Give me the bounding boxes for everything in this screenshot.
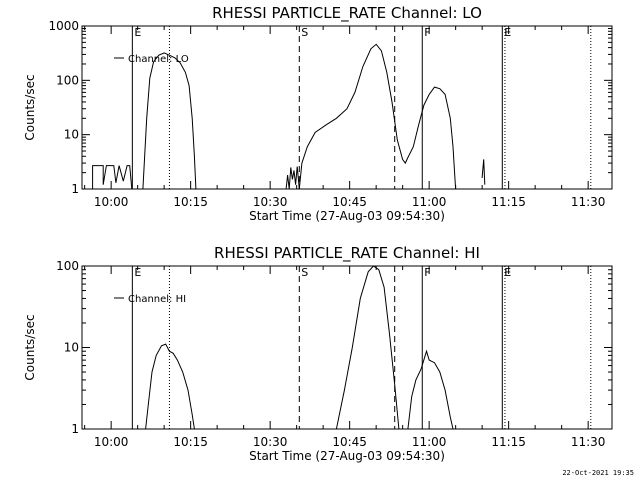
footer-timestamp: 22-Oct-2021 19:35 xyxy=(562,469,634,477)
y-tick-label: 1 xyxy=(71,422,79,436)
x-tick-label: 10:45 xyxy=(332,435,367,449)
series-line-segment-2 xyxy=(142,52,197,189)
x-tick-label: 11:15 xyxy=(491,435,526,449)
y-axis-label: Counts/sec xyxy=(23,314,37,380)
marker-label-s: S xyxy=(301,26,308,39)
chart-panel-1: RHESSI PARTICLE_RATE Channel: LO E S F E 10:0… xyxy=(23,4,613,223)
marker-label-e: E xyxy=(134,26,141,39)
chart-panel-2: RHESSI PARTICLE_RATE Channel: HI E S F E 10:0… xyxy=(23,244,613,463)
series-line-segment-1 xyxy=(145,343,195,429)
x-tick-label: 10:15 xyxy=(173,435,208,449)
y-tick-label: 1000 xyxy=(48,19,79,33)
x-tick-label: 10:30 xyxy=(253,195,288,209)
marker-label-e: E xyxy=(504,266,511,279)
y-tick-label: 10 xyxy=(64,341,79,355)
y-tick-label: 10 xyxy=(64,128,79,142)
series-line-segment-4 xyxy=(298,43,457,189)
x-tick-label: 11:30 xyxy=(571,195,606,209)
x-tick-label: 11:15 xyxy=(491,195,526,209)
chart-title: RHESSI PARTICLE_RATE Channel: HI xyxy=(214,244,480,263)
x-tick-label: 11:30 xyxy=(571,435,606,449)
series-line-segment-3 xyxy=(285,166,300,189)
series-line-segment-2 xyxy=(335,266,400,429)
y-tick-label: 1 xyxy=(71,182,79,196)
x-axis-label: Start Time (27-Aug-03 09:54:30) xyxy=(249,449,445,463)
marker-label-e: E xyxy=(134,266,141,279)
marker-label-s: S xyxy=(301,266,308,279)
chart-title: RHESSI PARTICLE_RATE Channel: LO xyxy=(212,4,482,23)
plot-frame xyxy=(81,265,613,430)
y-tick-label: 100 xyxy=(56,259,79,273)
marker-label-e: E xyxy=(504,26,511,39)
legend-label: Channel: HI xyxy=(128,294,186,305)
series-line-segment-5 xyxy=(481,159,486,185)
x-tick-label: 10:30 xyxy=(253,435,288,449)
x-tick-label: 10:00 xyxy=(94,195,129,209)
series-line-segment-1 xyxy=(92,165,133,189)
series-line-segment-3 xyxy=(407,349,454,429)
marker-label-f: F xyxy=(424,266,430,279)
x-tick-label: 10:45 xyxy=(332,195,367,209)
y-axis-label: Counts/sec xyxy=(23,74,37,140)
y-tick-label: 100 xyxy=(56,73,79,87)
x-axis-label: Start Time (27-Aug-03 09:54:30) xyxy=(249,209,445,223)
plot-frame xyxy=(81,25,613,190)
x-tick-label: 10:00 xyxy=(94,435,129,449)
x-tick-label: 11:00 xyxy=(412,435,447,449)
legend-label: Channel: LO xyxy=(128,54,189,65)
marker-label-f: F xyxy=(424,26,430,39)
x-tick-label: 10:15 xyxy=(173,195,208,209)
x-tick-label: 11:00 xyxy=(412,195,447,209)
